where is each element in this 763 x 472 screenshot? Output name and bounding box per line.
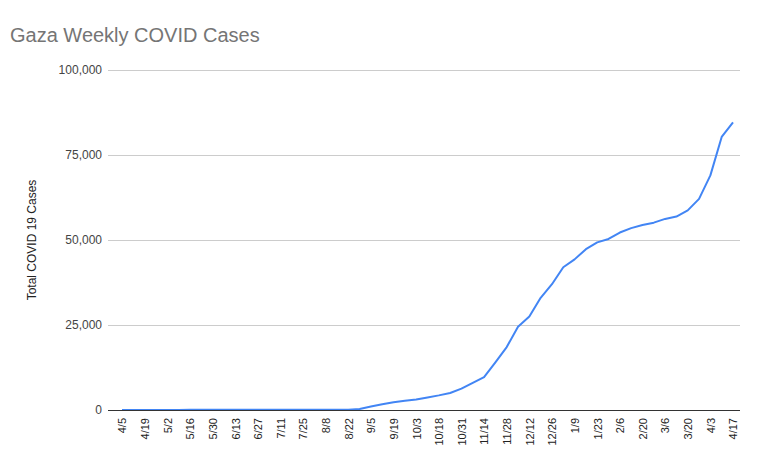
x-tick: 5/16 <box>184 410 196 439</box>
y-axis: 0 25,000 50,000 75,000 100,000 <box>59 63 109 417</box>
grid <box>108 70 740 410</box>
x-tick: 10/3 <box>411 410 423 439</box>
x-tick: 1/9 <box>569 410 581 433</box>
x-tick-label: 3/6 <box>659 418 671 433</box>
x-tick: 9/19 <box>388 410 400 439</box>
x-tick-label: 4/3 <box>705 418 717 433</box>
x-tick-label: 5/2 <box>162 418 174 433</box>
x-tick-label: 5/16 <box>184 418 196 439</box>
x-tick-label: 10/31 <box>456 418 468 446</box>
grid-line <box>108 325 740 326</box>
x-tick-label: 10/3 <box>411 418 423 439</box>
grid-line <box>108 240 740 241</box>
x-tick-label: 11/28 <box>501 418 513 445</box>
y-tick-label: 0 <box>95 403 102 417</box>
x-tick-label: 2/6 <box>614 418 626 433</box>
x-tick-label: 8/22 <box>343 418 355 439</box>
y-tick-label: 25,000 <box>65 318 102 332</box>
x-tick: 2/20 <box>637 410 649 439</box>
y-tick-label: 100,000 <box>59 63 103 77</box>
x-tick: 1/23 <box>592 410 604 439</box>
x-tick-label: 1/9 <box>569 418 581 433</box>
y-tick-label: 50,000 <box>65 233 102 247</box>
x-tick: 4/17 <box>727 410 739 439</box>
x-tick: 5/2 <box>162 410 174 433</box>
x-tick-label: 8/8 <box>320 418 332 433</box>
x-tick-label: 10/18 <box>433 418 445 446</box>
y-tick: 25,000 <box>65 318 108 332</box>
y-tick: 50,000 <box>65 233 108 247</box>
x-tick: 7/11 <box>275 410 287 439</box>
y-tick-label: 75,000 <box>65 148 102 162</box>
x-tick: 3/6 <box>659 410 671 433</box>
title: Gaza Weekly COVID Cases <box>10 24 260 46</box>
y-axis-line <box>108 71 109 411</box>
x-tick-label: 9/5 <box>365 418 377 433</box>
x-tick: 10/31 <box>456 410 468 446</box>
x-tick: 4/19 <box>139 410 151 439</box>
x-tick-label: 6/27 <box>252 418 264 439</box>
x-tick-label: 12/26 <box>546 418 558 446</box>
plot-area <box>122 122 733 410</box>
x-tick-label: 7/25 <box>297 418 309 439</box>
x-tick-label: 4/19 <box>139 418 151 439</box>
x-tick-label: 9/19 <box>388 418 400 439</box>
y-tick: 100,000 <box>59 63 108 77</box>
x-tick: 4/3 <box>705 410 717 433</box>
x-tick: 9/5 <box>365 410 377 433</box>
x-tick-label: 3/20 <box>682 418 694 439</box>
y-tick: 0 <box>95 403 108 417</box>
x-tick: 5/30 <box>207 410 219 439</box>
x-tick: 3/20 <box>682 410 694 439</box>
x-tick: 7/25 <box>297 410 309 439</box>
y-tick: 75,000 <box>65 148 108 162</box>
x-tick: 8/22 <box>343 410 355 439</box>
x-tick: 11/28 <box>501 410 513 445</box>
grid-line <box>108 155 740 156</box>
x-tick-label: 2/20 <box>637 418 649 439</box>
x-tick-label: 4/5 <box>116 418 128 433</box>
x-tick-label: 6/13 <box>229 418 241 439</box>
x-tick: 2/6 <box>614 410 626 433</box>
x-tick: 6/13 <box>229 410 241 439</box>
x-axis: 4/5 4/19 5/2 5/16 5/30 6/13 6/27 7/11 7/25 8/8 8/2… <box>116 410 739 446</box>
chart: Gaza Weekly COVID Cases Total COVID 19 Ca… <box>0 0 763 472</box>
x-tick: 8/8 <box>320 410 332 433</box>
x-tick-label: 7/11 <box>275 418 287 439</box>
x-tick: 11/14 <box>478 410 490 445</box>
x-tick-label: 1/23 <box>592 418 604 439</box>
x-tick: 6/27 <box>252 410 264 439</box>
grid-line <box>108 70 740 71</box>
x-tick-label: 5/30 <box>207 418 219 439</box>
x-tick: 10/18 <box>433 410 445 446</box>
x-tick-label: 4/17 <box>727 418 739 439</box>
x-tick: 4/5 <box>116 410 128 433</box>
x-axis-line <box>123 410 734 411</box>
x-tick-label: 11/14 <box>478 418 490 445</box>
series-line <box>122 122 733 410</box>
x-tick-label: 12/12 <box>524 418 536 446</box>
x-tick: 12/26 <box>546 410 558 446</box>
x-tick: 12/12 <box>524 410 536 446</box>
y-axis-title: Total COVID 19 Cases <box>25 180 39 301</box>
